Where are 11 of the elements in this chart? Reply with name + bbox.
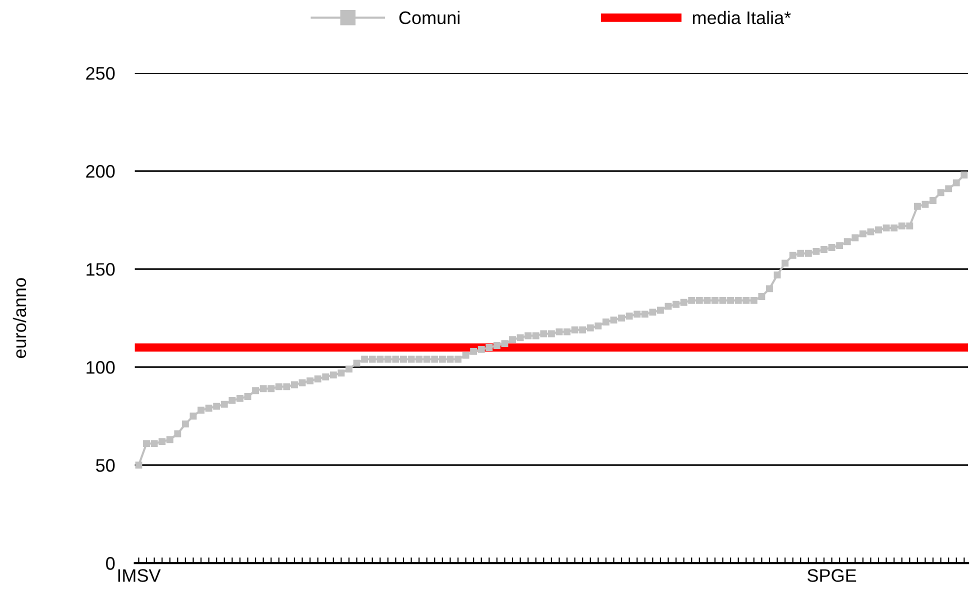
y-tick-label: 250 — [86, 66, 115, 80]
y-axis-title: euro/anno — [12, 278, 26, 358]
legend-label: media Italia* — [692, 10, 791, 24]
x-tick-label: IMSV — [118, 569, 161, 582]
y-tick-label: 100 — [86, 361, 115, 374]
x-tick-label: SPGE — [808, 569, 856, 582]
y-tick-label: 0 — [106, 557, 115, 570]
legend-label: Comuni — [399, 10, 460, 24]
y-tick-label: 150 — [86, 263, 115, 276]
y-tick-label: 50 — [96, 459, 115, 472]
y-tick-label: 200 — [86, 165, 115, 178]
